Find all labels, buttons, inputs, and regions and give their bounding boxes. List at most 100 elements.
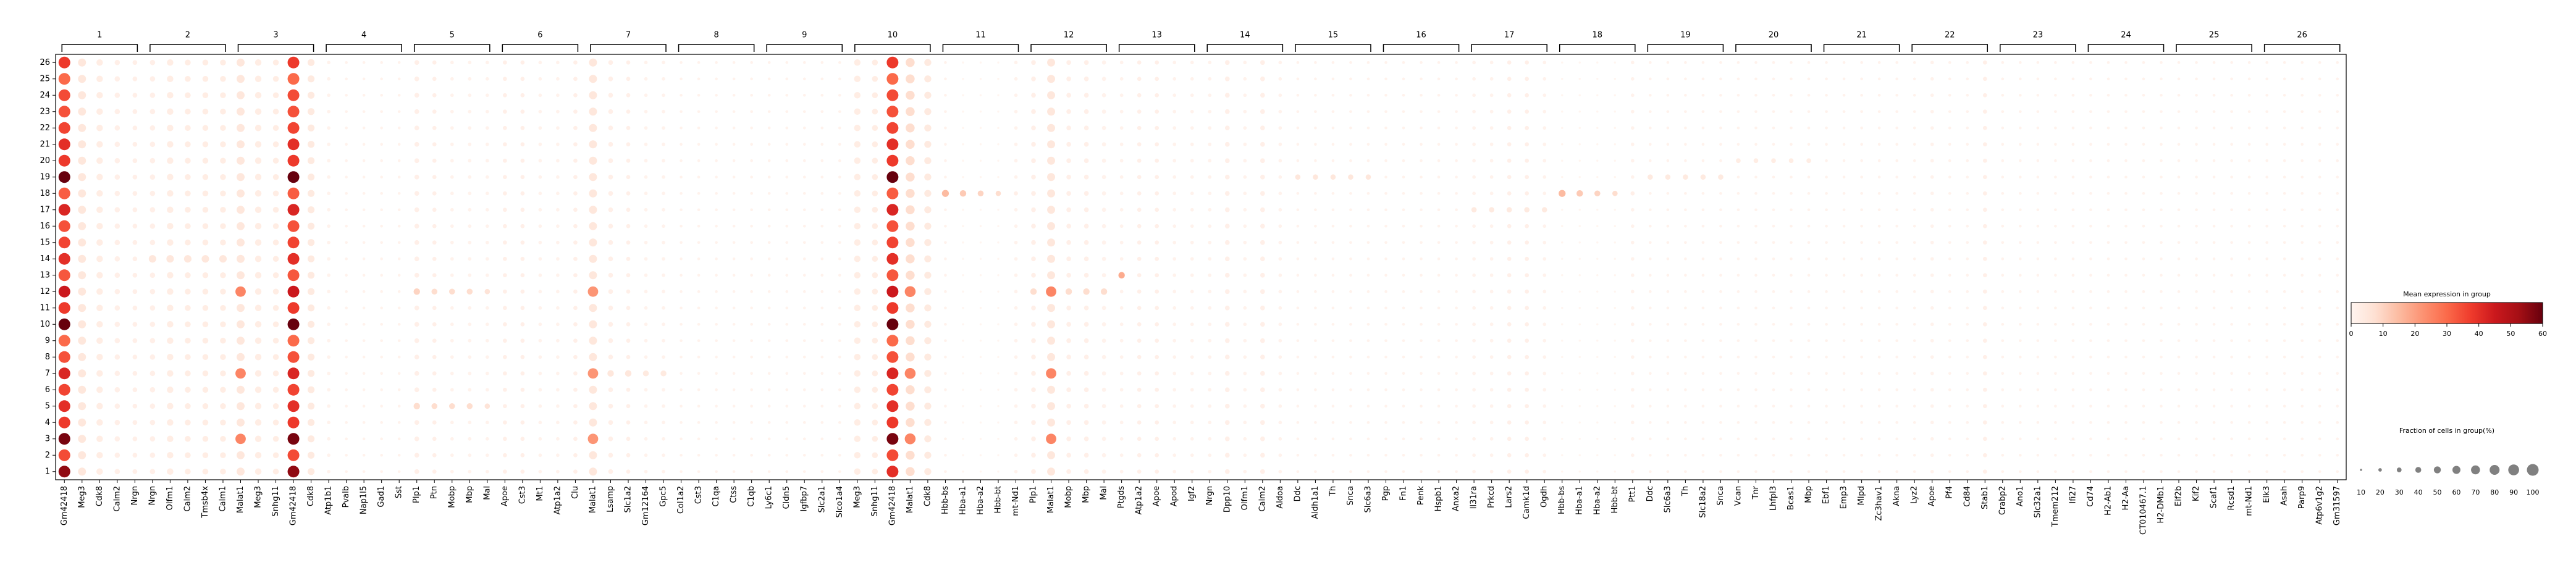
dot [1384, 470, 1387, 474]
dot [2283, 126, 2286, 130]
dot [1472, 93, 1476, 98]
dot [1349, 453, 1352, 457]
dot [1719, 274, 1722, 277]
dot [1119, 469, 1124, 474]
dot [1437, 159, 1441, 162]
dot [2019, 355, 2022, 359]
dot [1736, 306, 1740, 310]
dot [962, 340, 964, 342]
dot [2160, 257, 2163, 261]
dot [1578, 159, 1581, 162]
dot [1842, 126, 1846, 130]
dot [2247, 290, 2251, 293]
dot [626, 289, 631, 294]
dot [2036, 339, 2040, 343]
dot [78, 418, 86, 427]
dot [979, 241, 982, 244]
dot [96, 206, 103, 213]
dot [1331, 143, 1335, 146]
dot [132, 158, 138, 164]
dot [1578, 94, 1581, 96]
dot [697, 420, 701, 424]
dot [962, 241, 964, 244]
dot [202, 59, 209, 66]
dot [2336, 420, 2339, 424]
dot [1754, 453, 1757, 457]
dot [1614, 61, 1616, 64]
dot [1402, 191, 1405, 195]
dot [185, 370, 191, 377]
dot [78, 435, 86, 443]
dot [767, 224, 771, 228]
dot [96, 272, 103, 278]
dot [750, 175, 753, 179]
dot [1701, 110, 1705, 114]
dot [1666, 372, 1670, 375]
dot [944, 241, 947, 245]
dot [1701, 61, 1705, 64]
dot [2212, 420, 2216, 424]
dot [1913, 191, 1916, 195]
dot [327, 191, 330, 196]
dot [237, 173, 245, 182]
dot [2036, 322, 2040, 326]
dot [1155, 77, 1160, 82]
gene-label: Rcsd1 [2227, 486, 2236, 510]
dot [767, 191, 771, 195]
dot [1860, 372, 1863, 375]
dot [413, 403, 420, 409]
dot [1101, 77, 1106, 82]
dot [327, 126, 330, 130]
dot [1296, 143, 1300, 146]
gene-label: H2-Ab1 [2103, 486, 2113, 516]
dot [185, 75, 191, 82]
dot [1190, 437, 1194, 441]
dot [1790, 322, 1793, 326]
dot [1807, 322, 1811, 326]
dot [626, 306, 631, 311]
dot [272, 75, 279, 82]
dot [1543, 371, 1547, 375]
dot [345, 290, 348, 293]
dot [587, 286, 599, 297]
dot [1578, 454, 1581, 456]
dot [1137, 371, 1142, 376]
dot [2195, 322, 2198, 326]
dot [1807, 388, 1811, 391]
dot [255, 435, 262, 442]
dot [1314, 93, 1317, 97]
dot [1561, 405, 1564, 408]
dot [1296, 208, 1300, 212]
dot [272, 256, 279, 262]
dot [1684, 224, 1687, 228]
dot [307, 174, 315, 181]
dot [644, 420, 648, 425]
dot [220, 452, 226, 459]
dot [2265, 420, 2268, 424]
dot [1172, 61, 1177, 65]
dot [1224, 370, 1230, 376]
dot [979, 61, 982, 64]
dot [450, 306, 454, 310]
group-bracket [149, 44, 226, 52]
dot [1684, 77, 1687, 81]
dot [1065, 288, 1072, 295]
dot [2265, 306, 2268, 310]
dot [556, 371, 560, 375]
gene-label: Sst [395, 486, 404, 498]
dot [979, 127, 982, 129]
dot [2089, 290, 2092, 293]
dot [662, 273, 665, 277]
dot [1243, 388, 1247, 392]
dot [904, 433, 916, 445]
y-tick-label: 4 [45, 418, 50, 427]
dot [202, 419, 209, 426]
gene-label: Cst3 [518, 486, 527, 504]
dot [538, 453, 542, 458]
dot [468, 93, 472, 98]
dot [307, 91, 315, 99]
dot [1260, 60, 1265, 65]
dot [185, 206, 191, 213]
dot [2265, 93, 2268, 97]
dot [732, 143, 736, 146]
